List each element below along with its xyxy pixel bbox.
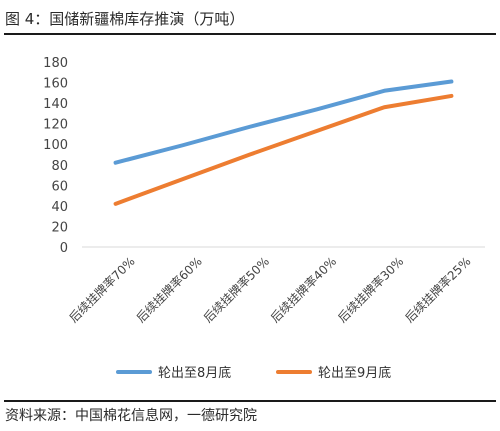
y-tick-label: 180 <box>43 56 68 71</box>
y-tick-label: 100 <box>43 138 68 153</box>
top-rule <box>4 33 496 35</box>
x-tick-label: 后续挂牌率60% <box>133 254 205 326</box>
x-tick-label: 后续挂牌率50% <box>200 254 272 326</box>
y-tick-label: 80 <box>51 159 68 174</box>
source-note: 资料来源：中国棉花信息网，一德研究院 <box>5 408 257 424</box>
y-tick-label: 160 <box>43 77 68 92</box>
figure-title: 图 4：国储新疆棉库存推演（万吨） <box>5 10 245 28</box>
legend-label-1: 轮出至8月底 <box>158 365 231 381</box>
series-line-1 <box>113 79 454 165</box>
x-tick-label: 后续挂牌率30% <box>334 254 406 326</box>
series-line-2 <box>113 93 454 206</box>
y-tick-label: 120 <box>43 118 68 133</box>
x-tick-label: 后续挂牌率40% <box>267 254 339 326</box>
legend-label-2: 轮出至9月底 <box>318 365 391 381</box>
x-tick-label: 后续挂牌率70% <box>66 254 138 326</box>
y-tick-label: 60 <box>51 179 68 194</box>
y-tick-label: 20 <box>51 220 68 235</box>
y-tick-label: 0 <box>60 241 68 256</box>
y-tick-label: 40 <box>51 200 68 215</box>
y-tick-label: 140 <box>43 97 68 112</box>
x-tick-label: 后续挂牌率25% <box>402 254 474 326</box>
bottom-rule <box>4 400 496 402</box>
